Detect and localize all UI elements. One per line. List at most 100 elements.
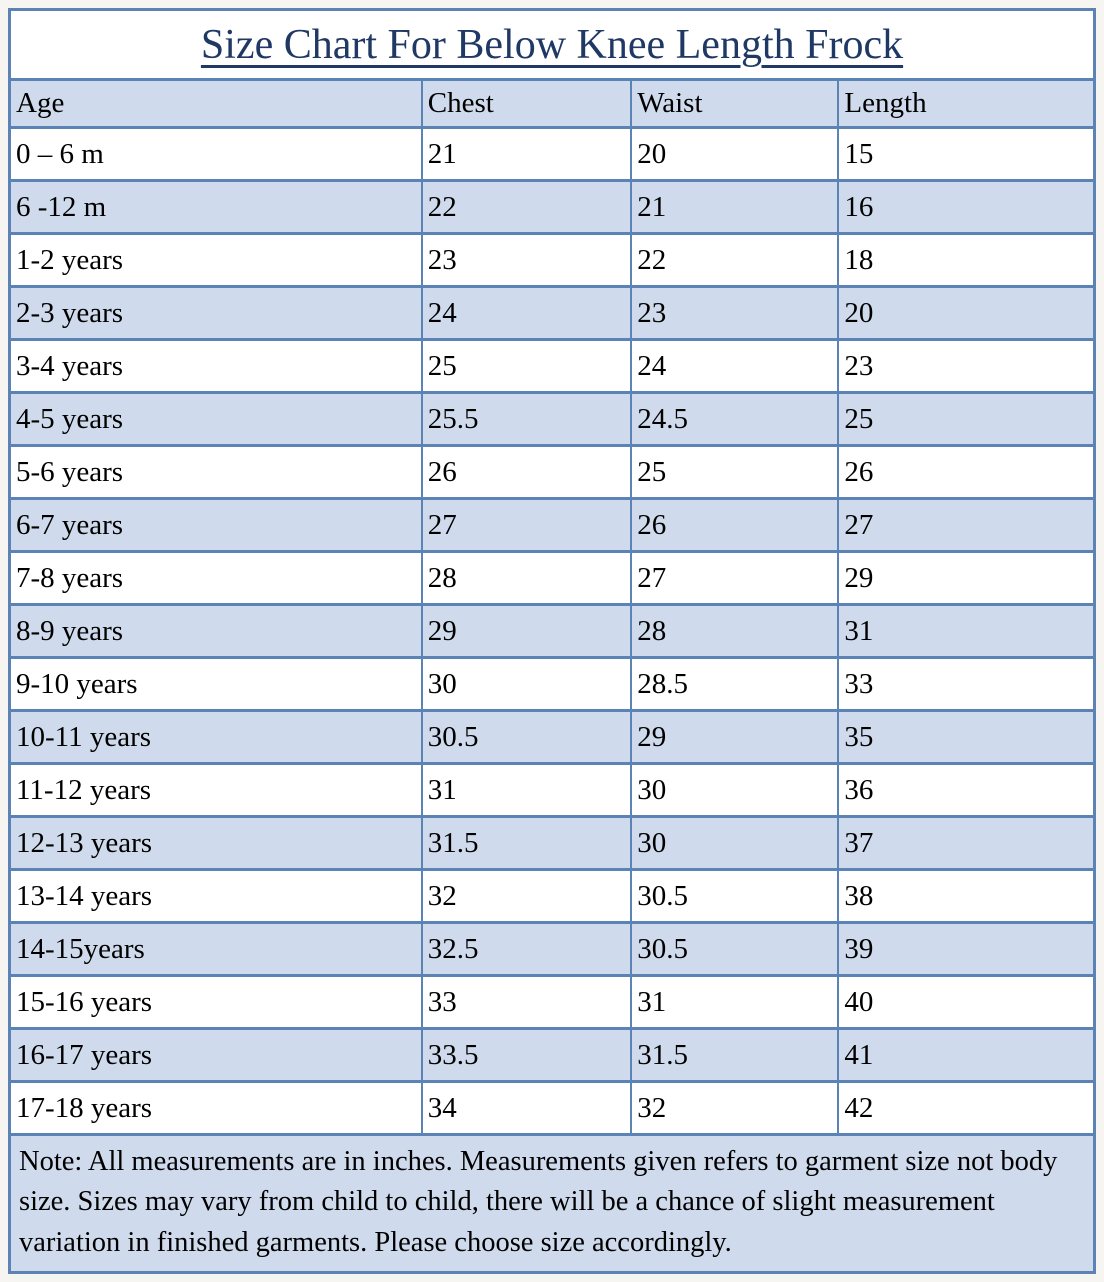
chest-cell: 27 bbox=[420, 497, 633, 553]
age-cell: 11-12 years bbox=[8, 762, 423, 818]
waist-cell: 28 bbox=[630, 603, 840, 659]
chest-cell: 31.5 bbox=[420, 815, 633, 871]
age-cell: 10-11 years bbox=[8, 709, 423, 765]
length-cell: 38 bbox=[837, 868, 1096, 924]
age-cell: 15-16 years bbox=[8, 974, 423, 1030]
length-cell: 33 bbox=[837, 656, 1096, 712]
length-cell: 37 bbox=[837, 815, 1096, 871]
length-cell: 27 bbox=[837, 497, 1096, 553]
age-cell: 5-6 years bbox=[8, 444, 423, 500]
table-row: 6-7 years 27 26 27 bbox=[8, 497, 1096, 553]
table-row: 3-4 years 25 24 23 bbox=[8, 338, 1096, 394]
chest-cell: 30.5 bbox=[420, 709, 633, 765]
waist-cell: 29 bbox=[630, 709, 840, 765]
column-header-length: Length bbox=[837, 78, 1096, 129]
age-cell: 13-14 years bbox=[8, 868, 423, 924]
table-row: 12-13 years 31.5 30 37 bbox=[8, 815, 1096, 871]
length-cell: 42 bbox=[837, 1080, 1096, 1136]
waist-cell: 24 bbox=[630, 338, 840, 394]
chest-cell: 21 bbox=[420, 126, 633, 182]
table-row: 0 – 6 m 21 20 15 bbox=[8, 126, 1096, 182]
age-cell: 17-18 years bbox=[8, 1080, 423, 1136]
age-cell: 7-8 years bbox=[8, 550, 423, 606]
header-row: Age Chest Waist Length bbox=[8, 78, 1096, 129]
chest-cell: 32 bbox=[420, 868, 633, 924]
table-row: 10-11 years 30.5 29 35 bbox=[8, 709, 1096, 765]
age-cell: 2-3 years bbox=[8, 285, 423, 341]
chest-cell: 26 bbox=[420, 444, 633, 500]
length-cell: 20 bbox=[837, 285, 1096, 341]
length-cell: 23 bbox=[837, 338, 1096, 394]
table-row: 7-8 years 28 27 29 bbox=[8, 550, 1096, 606]
chest-cell: 28 bbox=[420, 550, 633, 606]
waist-cell: 28.5 bbox=[630, 656, 840, 712]
chest-cell: 34 bbox=[420, 1080, 633, 1136]
table-row: 13-14 years 32 30.5 38 bbox=[8, 868, 1096, 924]
length-cell: 26 bbox=[837, 444, 1096, 500]
waist-cell: 32 bbox=[630, 1080, 840, 1136]
table-row: 16-17 years 33.5 31.5 41 bbox=[8, 1027, 1096, 1083]
table-row: 15-16 years 33 31 40 bbox=[8, 974, 1096, 1030]
chest-cell: 25 bbox=[420, 338, 633, 394]
waist-cell: 23 bbox=[630, 285, 840, 341]
chest-cell: 22 bbox=[420, 179, 633, 235]
age-cell: 16-17 years bbox=[8, 1027, 423, 1083]
age-cell: 8-9 years bbox=[8, 603, 423, 659]
waist-cell: 27 bbox=[630, 550, 840, 606]
chest-cell: 32.5 bbox=[420, 921, 633, 977]
age-cell: 14-15years bbox=[8, 921, 423, 977]
age-cell: 4-5 years bbox=[8, 391, 423, 447]
table-row: 6 -12 m 22 21 16 bbox=[8, 179, 1096, 235]
note-cell: Note: All measurements are in inches. Me… bbox=[8, 1132, 1096, 1275]
chest-cell: 33 bbox=[420, 974, 633, 1030]
chest-cell: 23 bbox=[420, 232, 633, 288]
title-cell: Size Chart For Below Knee Length Frock bbox=[8, 8, 1096, 81]
age-cell: 6 -12 m bbox=[8, 179, 423, 235]
age-cell: 6-7 years bbox=[8, 497, 423, 553]
waist-cell: 30 bbox=[630, 762, 840, 818]
waist-cell: 30.5 bbox=[630, 921, 840, 977]
length-cell: 41 bbox=[837, 1027, 1096, 1083]
length-cell: 16 bbox=[837, 179, 1096, 235]
chest-cell: 33.5 bbox=[420, 1027, 633, 1083]
chest-cell: 29 bbox=[420, 603, 633, 659]
waist-cell: 21 bbox=[630, 179, 840, 235]
age-cell: 3-4 years bbox=[8, 338, 423, 394]
chest-cell: 24 bbox=[420, 285, 633, 341]
table-row: 5-6 years 26 25 26 bbox=[8, 444, 1096, 500]
waist-cell: 20 bbox=[630, 126, 840, 182]
length-cell: 39 bbox=[837, 921, 1096, 977]
age-cell: 0 – 6 m bbox=[8, 126, 423, 182]
page-title: Size Chart For Below Knee Length Frock bbox=[200, 21, 904, 68]
length-cell: 35 bbox=[837, 709, 1096, 765]
age-cell: 12-13 years bbox=[8, 815, 423, 871]
column-header-age: Age bbox=[8, 78, 423, 129]
waist-cell: 31 bbox=[630, 974, 840, 1030]
waist-cell: 30 bbox=[630, 815, 840, 871]
chest-cell: 25.5 bbox=[420, 391, 633, 447]
table-row: 2-3 years 24 23 20 bbox=[8, 285, 1096, 341]
length-cell: 15 bbox=[837, 126, 1096, 182]
note-row: Note: All measurements are in inches. Me… bbox=[8, 1132, 1096, 1275]
waist-cell: 26 bbox=[630, 497, 840, 553]
table-row: 14-15years 32.5 30.5 39 bbox=[8, 921, 1096, 977]
title-row: Size Chart For Below Knee Length Frock bbox=[8, 8, 1096, 81]
table-row: 8-9 years 29 28 31 bbox=[8, 603, 1096, 659]
table-row: 4-5 years 25.5 24.5 25 bbox=[8, 391, 1096, 447]
table-row: 17-18 years 34 32 42 bbox=[8, 1080, 1096, 1136]
waist-cell: 25 bbox=[630, 444, 840, 500]
column-header-chest: Chest bbox=[420, 78, 633, 129]
waist-cell: 30.5 bbox=[630, 868, 840, 924]
length-cell: 18 bbox=[837, 232, 1096, 288]
table-row: 1-2 years 23 22 18 bbox=[8, 232, 1096, 288]
chest-cell: 30 bbox=[420, 656, 633, 712]
waist-cell: 31.5 bbox=[630, 1027, 840, 1083]
length-cell: 36 bbox=[837, 762, 1096, 818]
size-chart-table: Size Chart For Below Knee Length Frock A… bbox=[8, 8, 1096, 1275]
waist-cell: 24.5 bbox=[630, 391, 840, 447]
chest-cell: 31 bbox=[420, 762, 633, 818]
age-cell: 9-10 years bbox=[8, 656, 423, 712]
table-row: 11-12 years 31 30 36 bbox=[8, 762, 1096, 818]
age-cell: 1-2 years bbox=[8, 232, 423, 288]
